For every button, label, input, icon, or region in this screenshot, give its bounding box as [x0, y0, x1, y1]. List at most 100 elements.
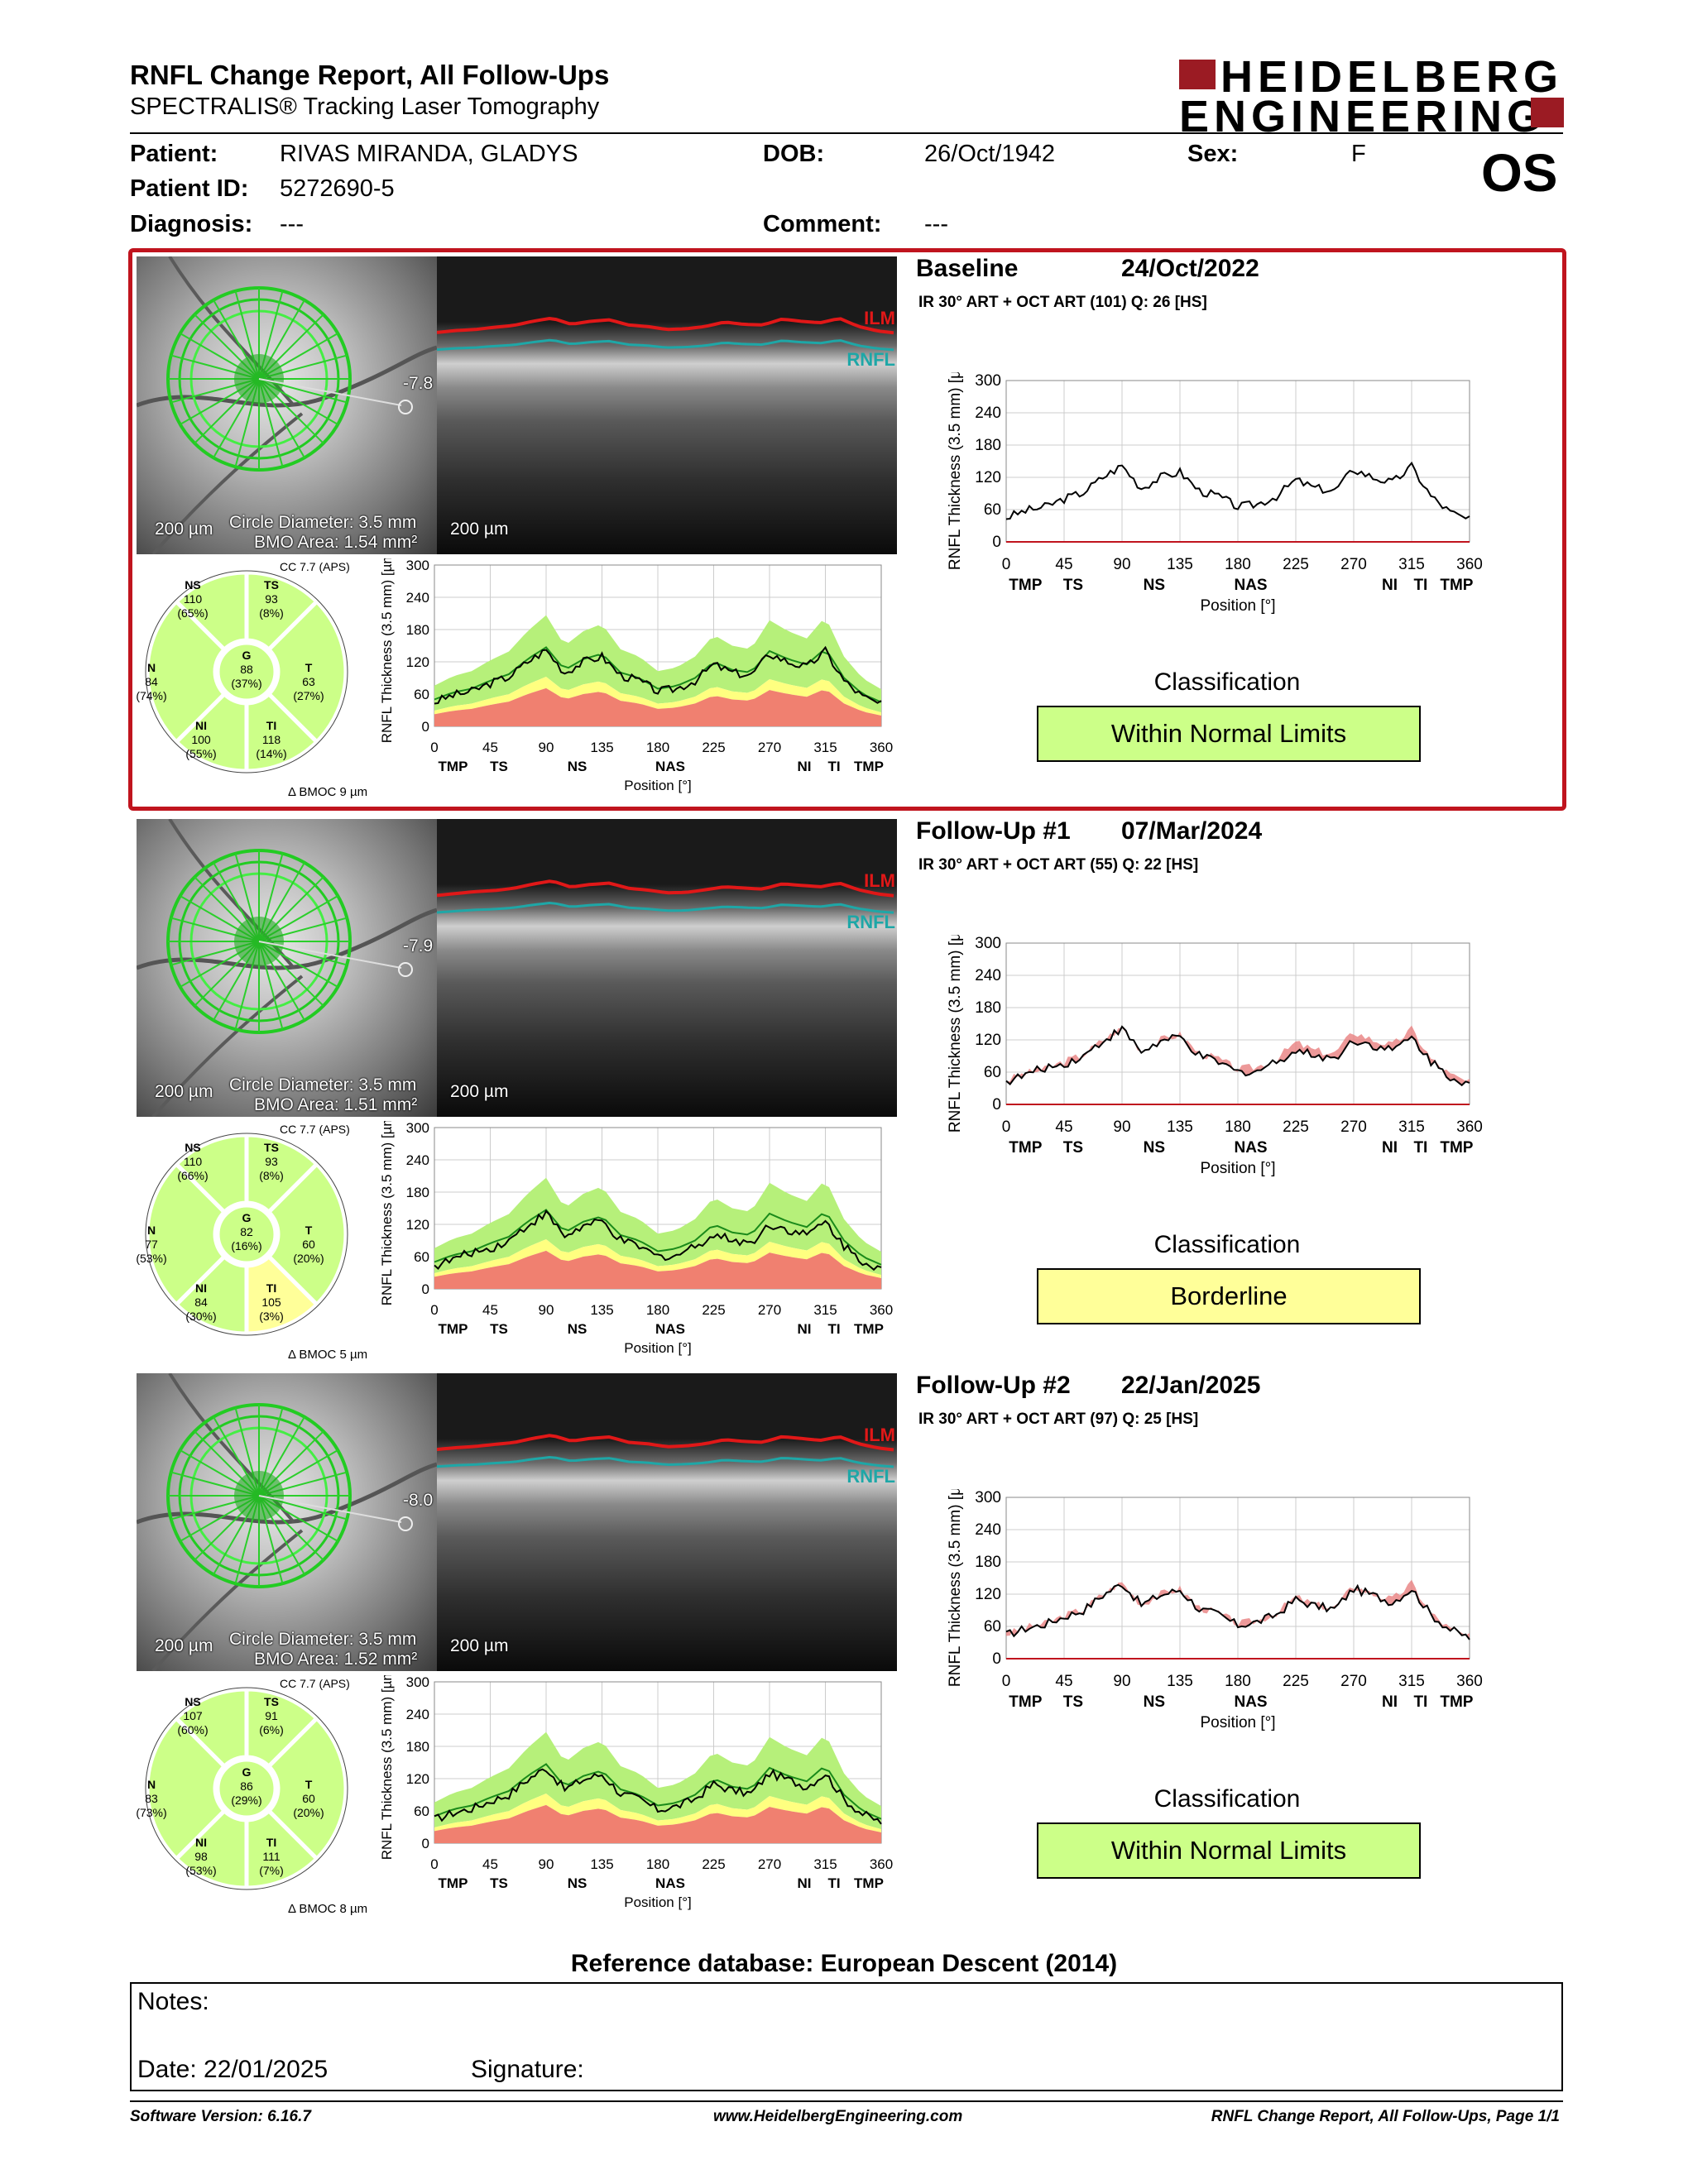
logo-line1: HEIDELBERG — [1220, 52, 1564, 102]
xtick-label: 45 — [482, 1302, 498, 1318]
ytick-label: 120 — [406, 1771, 429, 1787]
xtick-label: 225 — [702, 740, 725, 755]
xtick-label: 0 — [430, 1302, 438, 1318]
region-label: TS — [1063, 1693, 1083, 1711]
bmo-area: BMO Area: 1.52 mm² — [254, 1650, 418, 1669]
sector-percent-ni: (30%) — [185, 1310, 216, 1323]
rnfl-label: RNFL — [846, 1466, 895, 1487]
sector-ns — [173, 1687, 249, 1770]
sector-ti — [244, 1253, 320, 1336]
x-axis-label: Position [°] — [624, 1340, 691, 1356]
website-link[interactable]: www.HeidelbergEngineering.com — [713, 2108, 963, 2125]
dob-value: 26/Oct/1942 — [924, 141, 1055, 167]
exam-date: 07/Mar/2024 — [1121, 817, 1263, 845]
sector-percent-t: (20%) — [293, 1806, 324, 1819]
xtick-label: 360 — [870, 1302, 893, 1318]
xtick-label: 45 — [482, 740, 498, 755]
sector-thickness-chart: NS110(65%)TS93(8%)N84(74%)T63(27%)NI100(… — [136, 560, 367, 799]
sector-label-ns: NS — [185, 578, 200, 592]
region-label: TMP — [439, 759, 468, 774]
region-label: NI — [798, 1875, 812, 1891]
sector-label-n: N — [147, 661, 156, 674]
ytick-label: 120 — [975, 1032, 1001, 1049]
xtick-label: 225 — [702, 1856, 725, 1872]
xtick-label: 180 — [1225, 1673, 1251, 1690]
xtick-label: 180 — [1225, 1118, 1251, 1136]
sector-percent-n: (73%) — [136, 1806, 166, 1819]
ytick-label: 0 — [422, 1836, 429, 1851]
xtick-label: 315 — [1398, 1118, 1425, 1136]
oct-bscan-image: ILM RNFL 200 µm — [437, 819, 897, 1117]
sector-percent-ni: (53%) — [185, 1864, 216, 1877]
sector-label-ti: TI — [266, 1281, 276, 1295]
footer-divider — [130, 2100, 1563, 2102]
date-label: Date: 22/01/2025 — [137, 2056, 328, 2083]
region-label: TS — [1063, 577, 1083, 594]
oct-bscan-image: ILM RNFL 200 µm — [437, 1373, 897, 1671]
region-label: TMP — [1009, 577, 1042, 594]
sector-ns — [173, 570, 249, 653]
ytick-label: 60 — [414, 1249, 429, 1265]
thinning-area — [1006, 1025, 1470, 1085]
classification-result: Borderline — [1037, 1268, 1421, 1324]
normative-mean-line — [434, 1209, 882, 1266]
x-axis-label: Position [°] — [1200, 597, 1275, 615]
region-label: TI — [1413, 1139, 1427, 1157]
change-profile-chart: 0 60 120 180 240 300 0 45 90 135 180 225 270 315 360 TM… — [947, 372, 1483, 615]
sector-ti — [244, 1808, 320, 1890]
bmoc-label: Δ BMOC 9 µm — [288, 785, 367, 799]
sector-percent-ts: (6%) — [259, 1723, 284, 1736]
sector-percent-ns: (60%) — [177, 1723, 208, 1736]
region-label: TMP — [854, 1321, 884, 1337]
x-axis-label: Position [°] — [624, 1894, 691, 1910]
ytick-label: 120 — [975, 1586, 1001, 1603]
comment-value: --- — [924, 211, 948, 237]
sector-percent-t: (27%) — [293, 689, 324, 702]
fundus-scale: 200 µm — [155, 520, 213, 539]
ytick-label: 240 — [406, 590, 429, 606]
normative-profile-chart: 0 60 120 180 240 300 0 45 90 135 180 225 270 315 360 TM… — [379, 558, 893, 793]
cc-label: CC 7.7 (APS) — [280, 1677, 350, 1690]
fundus-scale: 200 µm — [155, 1636, 213, 1655]
exam-date: 24/Oct/2022 — [1121, 255, 1259, 282]
normative-profile-chart: 0 60 120 180 240 300 0 45 90 135 180 225 270 315 360 TM… — [379, 1675, 893, 1910]
ytick-label: 300 — [975, 1489, 1001, 1506]
change-profile-chart: 0 60 120 180 240 300 0 45 90 135 180 225 270 315 360 TM… — [947, 935, 1483, 1177]
xtick-label: 270 — [1340, 556, 1367, 573]
exam-date: 22/Jan/2025 — [1121, 1372, 1261, 1399]
exam-section-3: -8.0 200 µm Circle Diameter: 3.5 mm BMO … — [0, 1365, 1688, 1928]
xtick-label: 360 — [870, 1856, 893, 1872]
xtick-label: 135 — [590, 1302, 613, 1318]
xtick-label: 90 — [539, 1856, 554, 1872]
notes-box — [130, 1982, 1563, 2091]
region-label: TI — [827, 759, 840, 774]
ytick-label: 240 — [975, 1521, 1001, 1539]
sector-value-n: 77 — [145, 1238, 158, 1251]
region-label: NAS — [655, 1875, 685, 1891]
sector-value-ns: 110 — [184, 592, 203, 606]
angle-value: -8.0 — [403, 1491, 434, 1510]
exam-name: Follow-Up #1 — [916, 817, 1071, 845]
ytick-label: 0 — [992, 534, 1001, 551]
report-title: RNFL Change Report, All Follow-Ups — [130, 60, 610, 90]
xtick-label: 90 — [1113, 556, 1130, 573]
acquisition-info: IR 30° ART + OCT ART (101) Q: 26 [HS] — [918, 294, 1207, 311]
sector-value-g: 86 — [240, 1779, 253, 1793]
sector-label-t: T — [305, 661, 313, 674]
sector-percent-ni: (55%) — [185, 747, 216, 760]
region-label: TI — [1413, 1693, 1427, 1711]
bmo-area: BMO Area: 1.54 mm² — [254, 533, 418, 552]
patient-id-value: 5272690-5 — [280, 175, 395, 202]
region-label: TMP — [854, 759, 884, 774]
sector-value-t: 60 — [302, 1238, 315, 1251]
sector-t — [266, 1715, 348, 1862]
ytick-label: 60 — [414, 1803, 429, 1819]
sector-t — [266, 1161, 348, 1308]
sector-t — [266, 598, 348, 745]
sector-percent-ns: (66%) — [177, 1169, 208, 1182]
xtick-label: 0 — [430, 1856, 438, 1872]
ilm-label: ILM — [864, 308, 895, 328]
xtick-label: 180 — [646, 740, 669, 755]
sector-percent-g: (16%) — [231, 1239, 261, 1252]
